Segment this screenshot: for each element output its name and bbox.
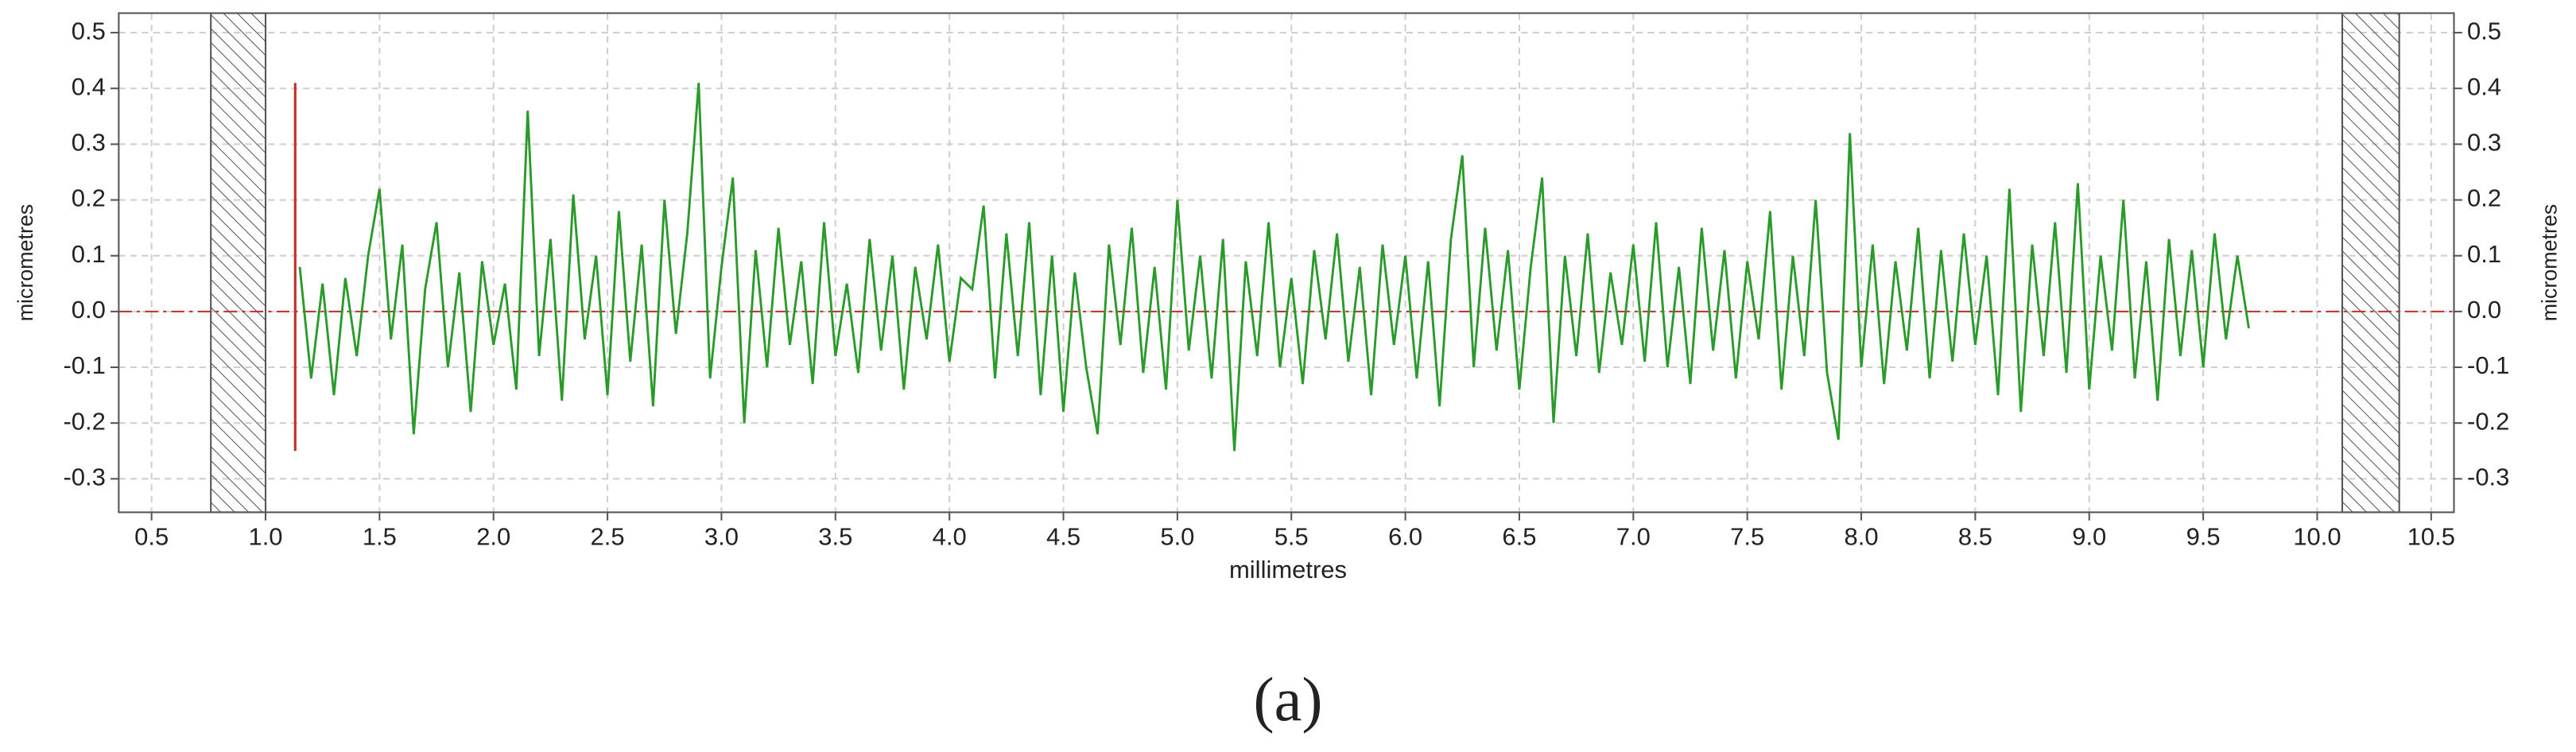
x-tick-label: 3.5 [818,523,852,551]
x-tick-label: 7.0 [1616,523,1651,551]
x-tick-label: 2.5 [591,523,625,551]
x-tick-label: 4.0 [933,523,967,551]
x-axis-label: millimetres [1229,556,1347,583]
plot-frame [118,12,2455,514]
y2-tick-label: 0.5 [2467,17,2501,45]
y-tick-label: -0.2 [63,407,105,435]
y-tick-label: 0.4 [72,72,106,100]
caption: (a) [1253,665,1322,734]
x-tick-label: 9.0 [2072,523,2106,551]
y-tick-label: 0.0 [72,296,106,324]
x-tick-label: 1.5 [363,523,397,551]
y2-tick-label: -0.3 [2467,463,2509,491]
y-tick-label: 0.1 [72,240,106,268]
y-tick-label: 0.5 [72,17,106,45]
y2-tick-label: 0.3 [2467,129,2501,157]
y-tick-label: -0.1 [63,351,105,379]
x-tick-label: 1.0 [248,523,282,551]
x-tick-label: 2.0 [476,523,510,551]
y-axis-label: micrometres [14,204,37,322]
y2-tick-label: -0.2 [2467,407,2509,435]
x-tick-label: 6.0 [1388,523,1422,551]
y2-tick-label: -0.1 [2467,351,2509,379]
x-tick-label: 9.5 [2186,523,2221,551]
x-tick-label: 5.0 [1160,523,1194,551]
y2-tick-label: 0.2 [2467,184,2501,212]
y-tick-label: 0.2 [72,184,106,212]
y2-tick-label: 0.0 [2467,296,2501,324]
x-tick-label: 5.5 [1274,523,1309,551]
y2-axis-label: micrometres [2537,204,2561,322]
x-tick-label: 7.5 [1730,523,1764,551]
y2-tick-label: 0.1 [2467,240,2501,268]
x-tick-label: 8.5 [1958,523,1992,551]
x-tick-label: 10.5 [2407,523,2455,551]
y-tick-label: 0.3 [72,129,106,157]
y-tick-label: -0.3 [63,463,105,491]
excluded-range [210,12,267,514]
excluded-range [2341,12,2400,514]
x-tick-label: 8.0 [1845,523,1879,551]
x-tick-label: 3.0 [704,523,739,551]
x-tick-label: 10.0 [2293,523,2341,551]
x-tick-label: 6.5 [1502,523,1536,551]
x-tick-label: 4.5 [1046,523,1080,551]
profile-line [298,83,2250,452]
x-tick-label: 0.5 [134,523,169,551]
y2-tick-label: 0.4 [2467,72,2501,100]
